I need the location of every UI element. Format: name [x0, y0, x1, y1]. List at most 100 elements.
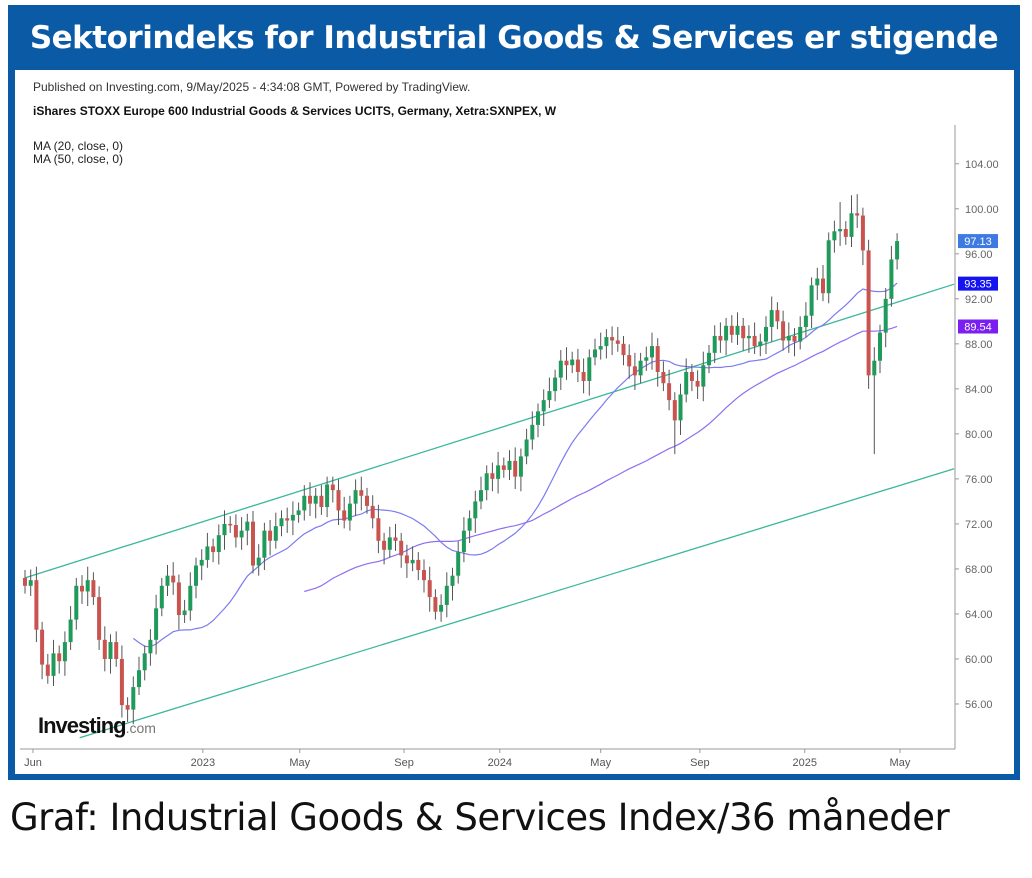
- candle-body-up: [188, 585, 193, 611]
- candle-body-down: [114, 642, 119, 659]
- candle: [102, 626, 107, 672]
- candle-body-up: [159, 585, 164, 609]
- candle: [245, 513, 250, 546]
- candle-body-up: [496, 465, 501, 479]
- candle: [872, 347, 877, 455]
- x-tick-label: 2024: [488, 757, 512, 769]
- candle: [479, 476, 483, 510]
- candle-body-up: [74, 585, 79, 620]
- candle: [843, 221, 848, 245]
- candle-body-up: [735, 325, 740, 335]
- x-tick-label: May: [890, 757, 911, 769]
- candle: [536, 403, 540, 438]
- candle: [330, 476, 335, 503]
- candle-body-up: [541, 400, 546, 412]
- candle: [296, 502, 301, 523]
- candle: [319, 485, 324, 515]
- candle-body-up: [547, 391, 552, 401]
- candle-body-up: [786, 335, 791, 341]
- candle: [781, 310, 786, 351]
- candle-body-down: [855, 213, 860, 216]
- candle-body-up: [199, 559, 204, 566]
- candle-body-down: [342, 510, 347, 521]
- price-label-last-close-bg: [958, 234, 998, 249]
- x-tick-label: May: [590, 757, 611, 769]
- candle-body-down: [661, 371, 666, 384]
- candle-body-up: [62, 642, 67, 662]
- candle-body-up: [604, 337, 609, 347]
- candle-body-down: [125, 705, 130, 710]
- candle: [456, 541, 461, 584]
- candle-body-down: [330, 484, 335, 491]
- candle: [51, 639, 56, 686]
- candle-body-down: [672, 400, 677, 421]
- candle: [359, 476, 364, 511]
- candle: [735, 312, 740, 345]
- y-tick-label: 56.00: [965, 699, 993, 711]
- candle: [370, 495, 375, 529]
- candle: [541, 389, 546, 426]
- candle: [399, 532, 404, 568]
- candle: [661, 361, 666, 392]
- candle: [855, 194, 860, 228]
- candle: [638, 352, 643, 384]
- candle-body-down: [336, 490, 341, 511]
- candle-body-up: [638, 360, 643, 376]
- candle: [376, 504, 381, 554]
- candle-body-up: [524, 439, 529, 457]
- candle: [712, 325, 717, 363]
- candle: [667, 369, 672, 411]
- candle-body-down: [251, 521, 255, 566]
- candle-body-up: [262, 530, 267, 558]
- candle: [108, 634, 113, 674]
- candle-body-up: [724, 325, 729, 341]
- candle-body-down: [689, 371, 694, 381]
- candle: [416, 552, 421, 581]
- candle-body-down: [211, 546, 216, 553]
- candle-body-down: [752, 335, 757, 347]
- candle-body-down: [80, 585, 84, 592]
- candle-body-up: [456, 552, 461, 576]
- candle: [496, 451, 501, 494]
- candle: [28, 569, 33, 596]
- candle-body-up: [154, 608, 159, 640]
- candle-body-down: [268, 530, 273, 541]
- candle-body-up: [479, 490, 483, 502]
- candle-body-down: [695, 380, 700, 387]
- candle-body-up: [769, 310, 774, 327]
- x-tick-label: Sep: [394, 757, 414, 769]
- candle-body-up: [194, 565, 198, 586]
- candle-body-down: [621, 343, 626, 356]
- candle: [695, 370, 700, 399]
- candle: [621, 335, 626, 366]
- candle-body-down: [45, 664, 50, 676]
- candle: [718, 322, 723, 353]
- candle: [860, 207, 865, 266]
- candle-body-down: [404, 555, 409, 564]
- chart-panel: [15, 70, 1014, 774]
- candle: [655, 338, 660, 387]
- candle: [165, 564, 170, 596]
- candle-body-down: [632, 366, 637, 376]
- candle: [644, 346, 649, 371]
- candle: [786, 322, 791, 353]
- candle: [68, 606, 73, 650]
- candle: [809, 277, 814, 329]
- y-tick-label: 104.00: [965, 159, 999, 171]
- candle: [615, 326, 620, 352]
- candle: [313, 487, 318, 519]
- candle-body-down: [171, 575, 176, 583]
- y-tick-label: 96.00: [965, 249, 993, 261]
- candle: [593, 338, 597, 366]
- candle-body-down: [718, 335, 723, 341]
- y-tick-label: 64.00: [965, 609, 993, 621]
- candle-body-up: [798, 326, 803, 342]
- candle-body-up: [878, 332, 882, 361]
- candle: [427, 566, 432, 612]
- candle-body-up: [507, 460, 512, 470]
- candle-body-down: [91, 580, 96, 598]
- x-tick-label: Jun: [24, 757, 42, 769]
- candle: [832, 220, 837, 253]
- candle-body-up: [439, 604, 444, 612]
- x-tick-label: May: [289, 757, 310, 769]
